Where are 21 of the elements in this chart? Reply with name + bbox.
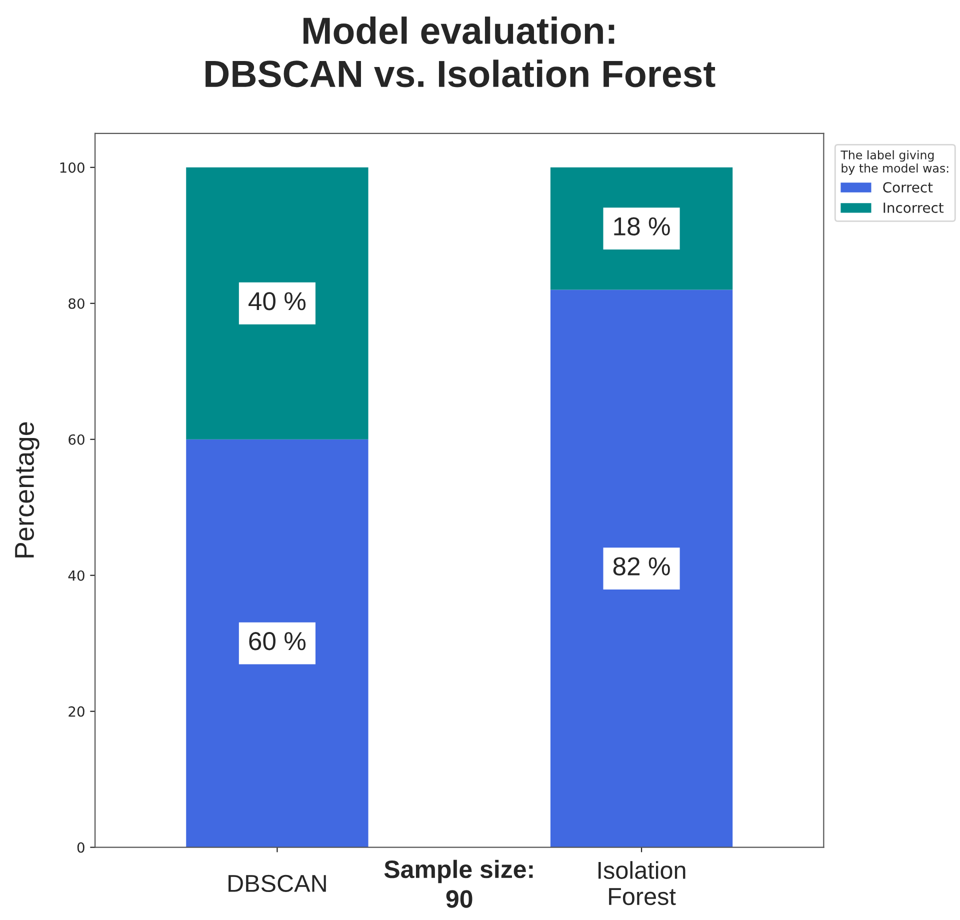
y-tick-label: 20 xyxy=(68,706,84,717)
y-tick-label: 60 xyxy=(68,434,84,445)
y-axis-title: Percentage xyxy=(15,422,40,558)
chart-title: Model evaluation: DBSCAN vs. Isolation Forest xyxy=(206,16,716,88)
y-tick-label: 0 xyxy=(77,842,84,853)
data-label: 60 % xyxy=(249,632,306,650)
legend-label: Incorrect xyxy=(884,202,944,213)
data-label: 82 % xyxy=(613,557,670,576)
bar xyxy=(186,439,368,848)
bar xyxy=(550,290,733,848)
bar xyxy=(186,167,368,440)
text: Sample size: 90 xyxy=(384,860,533,908)
x-tick-label: DBSCAN xyxy=(228,874,326,892)
y-tick-label: 40 xyxy=(68,570,84,581)
y-tick-label: 100 xyxy=(60,162,84,173)
y-tick-label: 80 xyxy=(68,298,84,309)
x-tick-label: Isolation Forest xyxy=(598,861,686,906)
legend-title: The label giving by the model was: xyxy=(840,150,948,175)
legend-label: Correct xyxy=(883,182,933,193)
data-label: 18 % xyxy=(614,217,670,236)
data-label: 40 % xyxy=(248,292,306,310)
